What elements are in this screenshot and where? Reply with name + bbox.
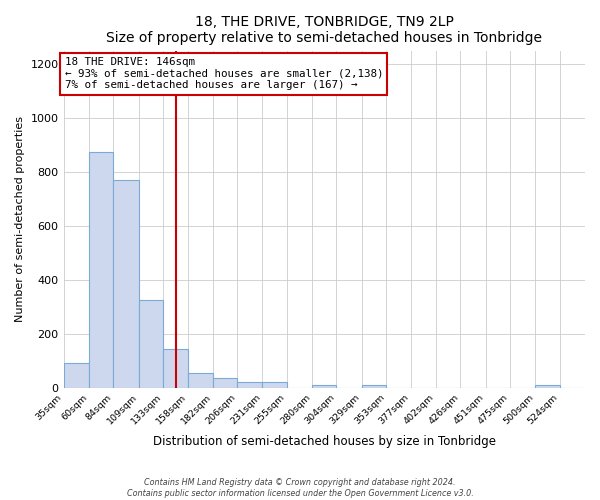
Y-axis label: Number of semi-detached properties: Number of semi-detached properties [15, 116, 25, 322]
Title: 18, THE DRIVE, TONBRIDGE, TN9 2LP
Size of property relative to semi-detached hou: 18, THE DRIVE, TONBRIDGE, TN9 2LP Size o… [106, 15, 542, 45]
Text: Contains HM Land Registry data © Crown copyright and database right 2024.
Contai: Contains HM Land Registry data © Crown c… [127, 478, 473, 498]
Bar [362, 385, 386, 388]
Bar [312, 385, 337, 388]
Bar [89, 152, 113, 388]
Bar [237, 382, 262, 388]
Bar [212, 378, 237, 388]
Bar [139, 300, 163, 388]
Bar [64, 364, 89, 388]
Bar [262, 382, 287, 388]
Text: 18 THE DRIVE: 146sqm
← 93% of semi-detached houses are smaller (2,138)
7% of sem: 18 THE DRIVE: 146sqm ← 93% of semi-detac… [65, 58, 383, 90]
Bar [163, 349, 188, 388]
Bar [188, 373, 212, 388]
Bar [113, 180, 139, 388]
X-axis label: Distribution of semi-detached houses by size in Tonbridge: Distribution of semi-detached houses by … [153, 434, 496, 448]
Bar [535, 385, 560, 388]
